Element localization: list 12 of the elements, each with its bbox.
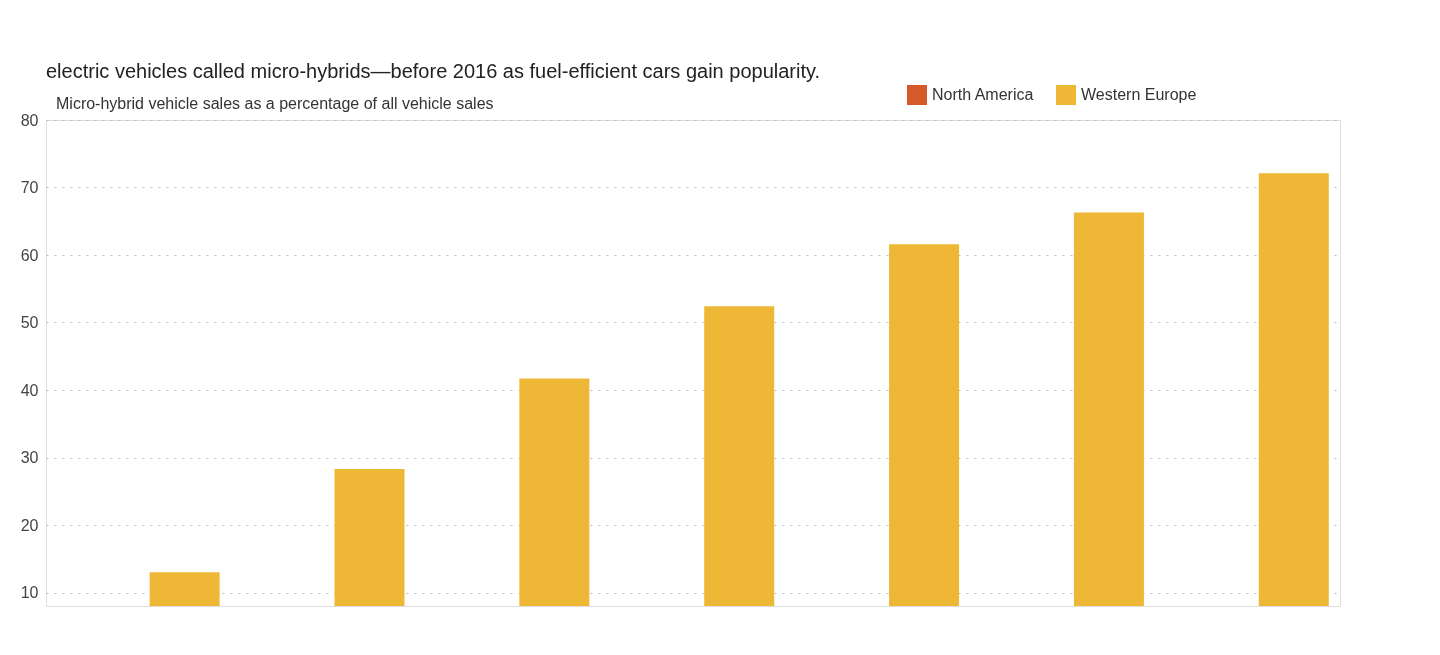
y-tick-label: 40 [20,381,39,399]
legend-label: Western Europe [1081,86,1197,103]
y-tick-label: 70 [20,179,39,196]
chart-title: Micro-hybrid vehicle sales as a percentage of all vehicle sales [56,95,494,112]
y-tick-label: 20 [20,516,39,534]
text: electric vehicles called micro-hybrids—before 2016 as fuel-efficient cars gain popularity. [46,60,821,82]
y-tick-label: 30 [20,449,39,466]
y-tick-label: 80 [20,111,39,129]
legend-label: North America [932,86,1034,103]
y-tick-label: 60 [20,246,39,264]
y-tick-label: 10 [20,584,39,601]
y-tick-label: 50 [20,314,39,331]
